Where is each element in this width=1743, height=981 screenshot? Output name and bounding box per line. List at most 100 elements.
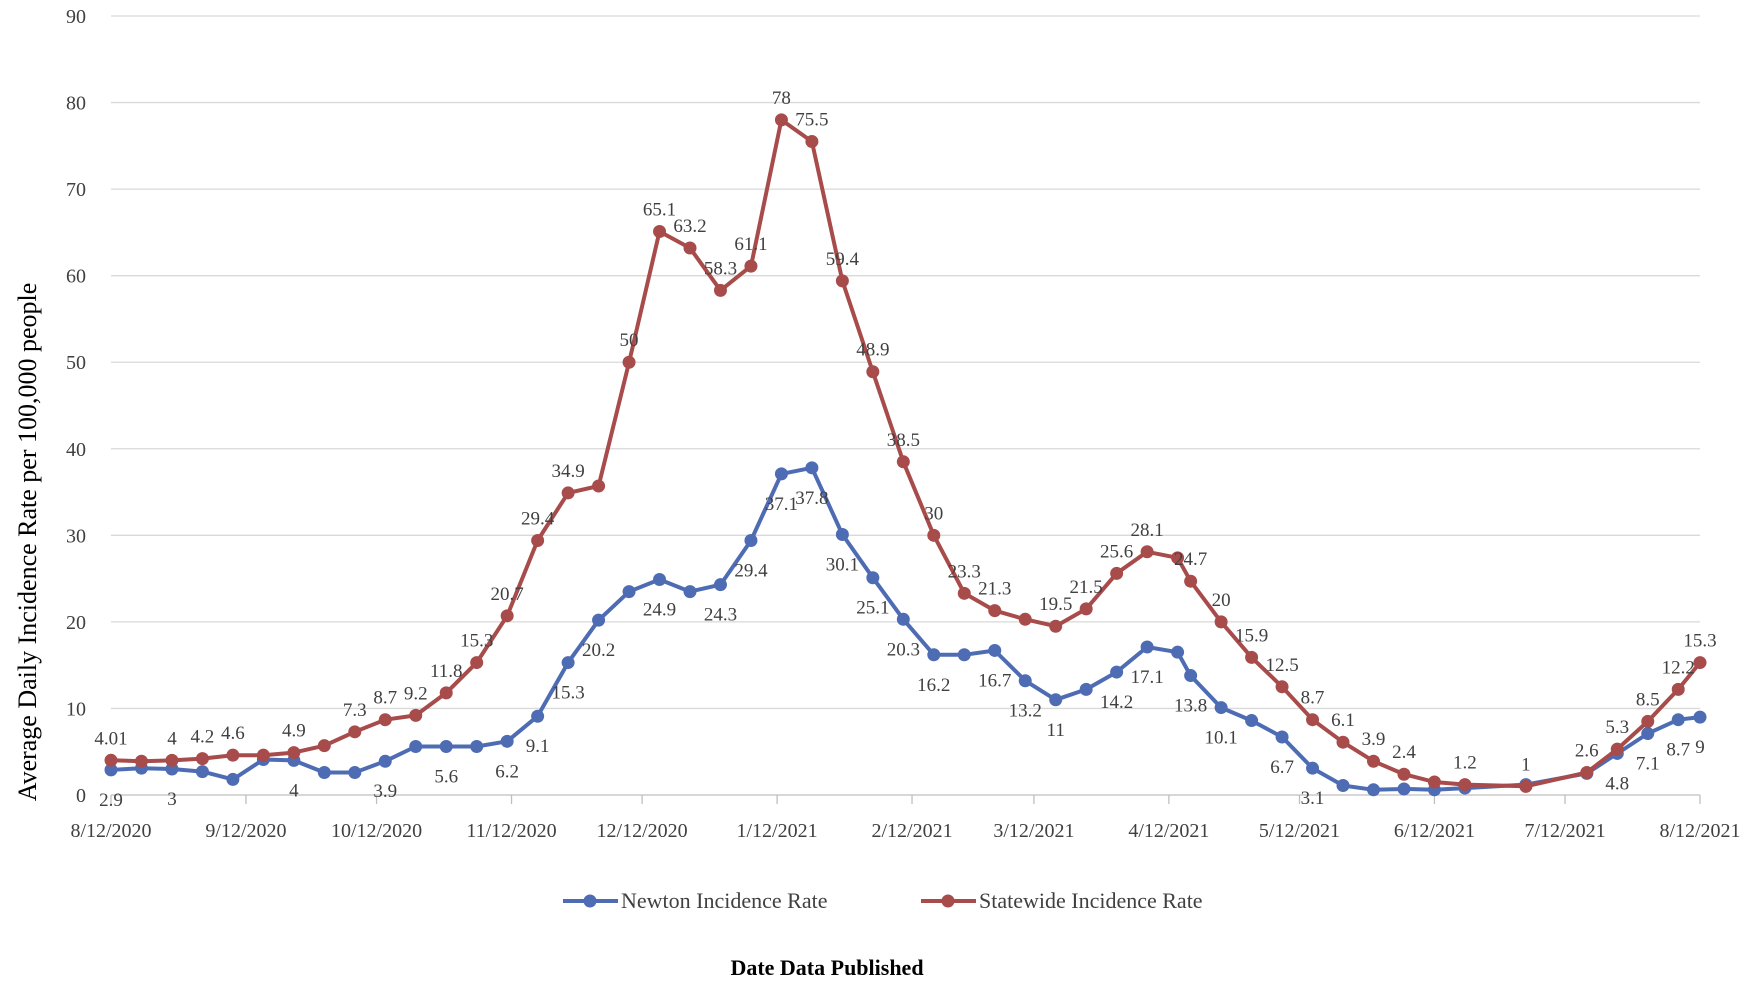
data-point (1079, 682, 1093, 696)
data-point (957, 586, 971, 600)
data-point (653, 225, 667, 239)
data-point (1336, 778, 1350, 792)
y-tick-label: 40 (66, 439, 86, 461)
data-label: 20.2 (582, 640, 615, 661)
data-point (226, 748, 240, 762)
data-point (1693, 710, 1707, 724)
x-axis: 8/12/2020 9/12/2020 10/12/2020 11/12/2020 12… (70, 795, 1741, 842)
data-label: 16.2 (917, 675, 950, 696)
data-point (866, 571, 880, 585)
data-point (1397, 782, 1411, 796)
data-label: 20.7 (491, 584, 524, 605)
x-tick-label: 10/12/2020 (331, 820, 422, 842)
data-point (1184, 669, 1198, 683)
data-point (622, 355, 636, 369)
data-point (1049, 693, 1063, 707)
data-point (1580, 765, 1594, 779)
x-tick-label: 1/12/2021 (737, 820, 818, 842)
data-label: 59.4 (826, 249, 860, 270)
data-label: 37.1 (765, 494, 798, 515)
data-point (774, 113, 788, 127)
x-tick-label: 12/12/2020 (597, 820, 688, 842)
data-point (957, 648, 971, 662)
data-point (1641, 714, 1655, 728)
data-point (470, 740, 484, 754)
data-point (1366, 754, 1380, 768)
data-point (1110, 665, 1124, 679)
data-label: 30 (924, 503, 943, 524)
y-axis-ticks: 0 10 20 30 40 50 60 70 80 90 (66, 6, 86, 807)
data-point (1214, 701, 1228, 715)
data-label: 12.5 (1265, 655, 1298, 676)
data-label: 25.6 (1100, 541, 1133, 562)
data-label: 10.1 (1204, 728, 1237, 749)
data-point (774, 467, 788, 481)
x-axis-title: Date Data Published (730, 955, 923, 980)
data-label: 15.3 (1683, 631, 1716, 652)
data-label: 65.1 (643, 200, 676, 221)
data-point (1306, 761, 1320, 775)
data-label: 15.3 (551, 683, 584, 704)
data-point (1184, 574, 1198, 588)
series-lines (104, 113, 1707, 797)
y-axis-title: Average Daily Incidence Rate per 100,000… (13, 283, 42, 802)
data-label: 5.6 (434, 767, 458, 788)
data-point (896, 612, 910, 626)
data-point (348, 765, 362, 779)
data-label: 9 (1695, 737, 1705, 758)
data-point (1110, 566, 1124, 580)
data-label: 23.3 (948, 561, 981, 582)
data-point (1018, 612, 1032, 626)
data-label: 34.9 (551, 461, 584, 482)
data-point (1079, 602, 1093, 616)
data-point (348, 725, 362, 739)
x-tick-label: 6/12/2021 (1394, 820, 1475, 842)
data-point (1458, 778, 1472, 792)
data-point (592, 613, 606, 627)
x-tick-label: 11/12/2020 (466, 820, 556, 842)
data-point (592, 479, 606, 493)
data-label: 8.5 (1636, 689, 1660, 710)
data-point (1214, 615, 1228, 629)
data-label: 61.1 (734, 234, 767, 255)
data-label: 3.1 (1301, 788, 1325, 809)
data-point (378, 713, 392, 727)
data-label: 4.01 (94, 728, 127, 749)
data-point (439, 740, 453, 754)
data-label: 28.1 (1130, 520, 1163, 541)
data-point (317, 739, 331, 753)
data-label: 9.1 (526, 736, 550, 757)
y-tick-label: 60 (66, 266, 86, 288)
y-tick-label: 70 (66, 179, 86, 201)
data-point (1171, 551, 1185, 565)
data-point (1049, 619, 1063, 633)
data-point (195, 765, 209, 779)
data-label: 15.9 (1235, 625, 1268, 646)
data-point (1245, 714, 1259, 728)
data-point (835, 527, 849, 541)
legend-swatch-marker (583, 894, 597, 908)
data-point (1245, 650, 1259, 664)
data-point (409, 708, 423, 722)
data-label: 8.7 (373, 688, 397, 709)
data-label: 30.1 (826, 554, 859, 575)
x-tick-label: 8/12/2020 (70, 820, 151, 842)
data-point (1693, 656, 1707, 670)
data-label: 4 (167, 728, 177, 749)
data-label: 3.9 (373, 781, 397, 802)
data-label: 6.2 (495, 761, 519, 782)
data-label: 16.7 (978, 670, 1011, 691)
data-point (1306, 713, 1320, 727)
data-label: 14.2 (1100, 692, 1133, 713)
legend-swatch-marker (941, 894, 955, 908)
data-label: 19.5 (1039, 594, 1072, 615)
data-label: 13.2 (1009, 701, 1042, 722)
data-point (1427, 775, 1441, 789)
x-tick-label: 8/12/2021 (1659, 820, 1740, 842)
data-point (104, 763, 118, 777)
data-label: 3 (167, 789, 177, 810)
data-label: 78 (772, 88, 791, 109)
x-tick-label: 2/12/2021 (871, 820, 952, 842)
data-point (1275, 680, 1289, 694)
